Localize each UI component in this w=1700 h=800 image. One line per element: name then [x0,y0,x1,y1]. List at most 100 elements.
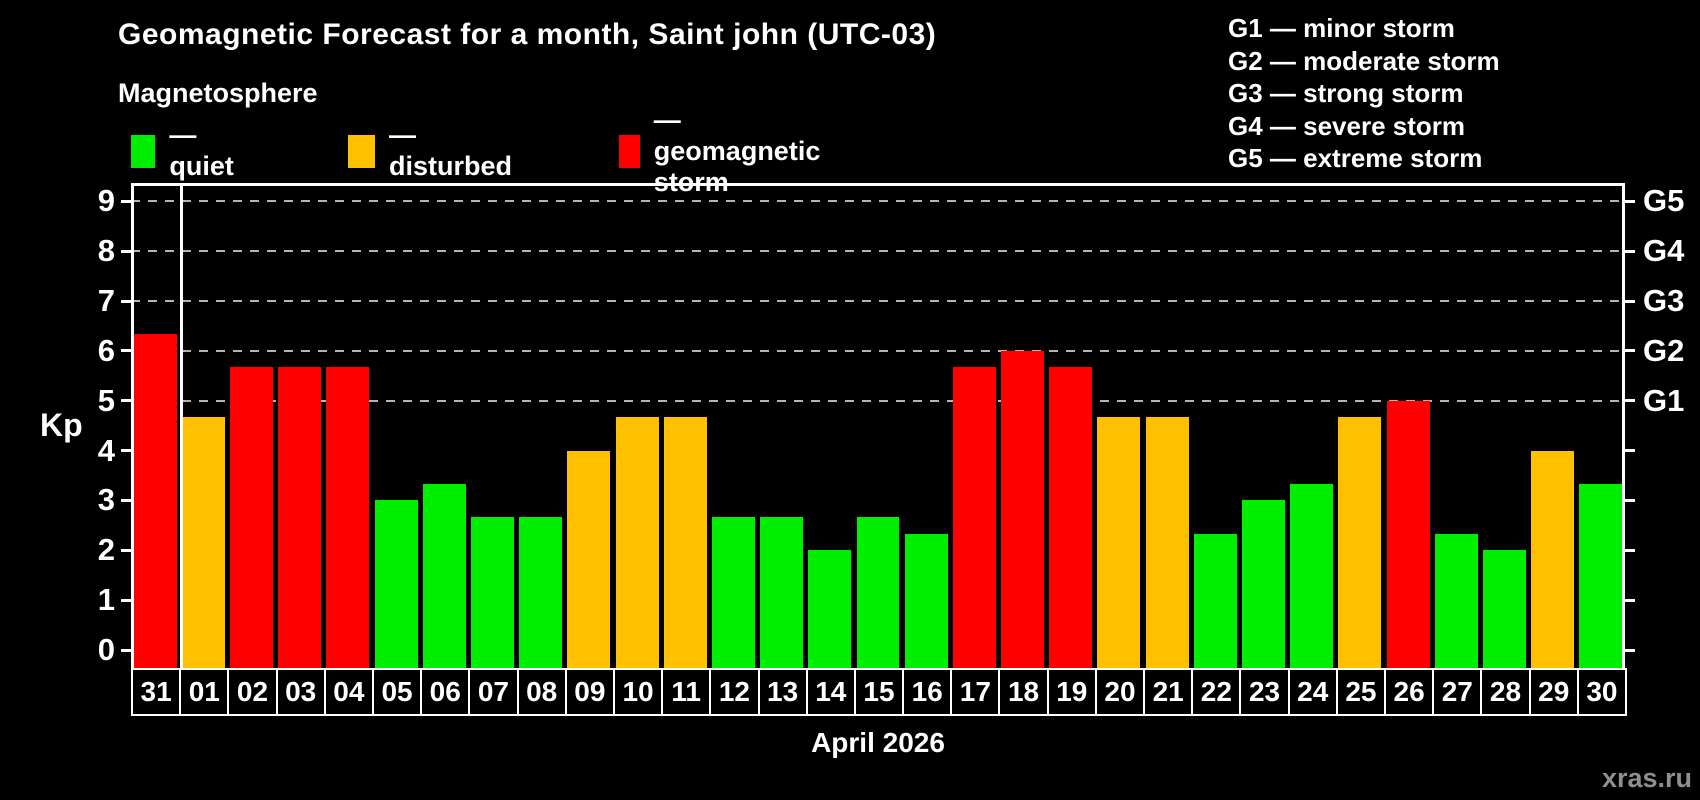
kp-bar-day-09 [567,450,611,668]
kp-bar-day-04 [326,367,370,668]
kp-bar-day-01 [181,417,225,668]
kp-bar-day-10 [615,417,659,668]
gridline-kp8 [131,250,1625,253]
month-separator-line [180,183,184,668]
left-tick-label-1: 1 [97,582,115,618]
day-label-16: 16 [902,668,953,716]
legend-item-disturbed: — disturbed [348,120,518,181]
right-scale-label-g4: G4 [1643,233,1685,269]
right-tick-kp1 [1625,598,1635,602]
right-scale-label-g3: G3 [1643,283,1685,319]
left-tick-kp6 [121,349,131,353]
day-label-12: 12 [709,668,760,716]
kp-bar-day-23 [1242,500,1286,668]
day-label-24: 24 [1287,668,1338,716]
left-tick-kp9 [121,199,131,203]
right-tick-kp6 [1625,349,1635,353]
day-label-20: 20 [1094,668,1146,716]
day-label-15: 15 [853,668,905,716]
day-label-11: 11 [661,668,712,716]
right-tick-kp0 [1625,648,1635,652]
kp-bar-day-19 [1049,367,1093,668]
g4-legend-line: G4 — severe storm [1228,110,1466,141]
quiet-color-swatch [131,134,156,168]
day-label-28: 28 [1480,668,1531,716]
right-tick-kp4 [1625,449,1635,453]
kp-bar-day-24 [1290,484,1334,668]
day-label-06: 06 [420,668,471,716]
left-tick-label-6: 6 [97,332,115,368]
left-tick-kp8 [121,249,131,253]
g1-legend-line: G1 — minor storm [1228,13,1455,43]
kp-bar-day-21 [1145,417,1189,668]
kp-bar-day-31 [133,334,177,668]
day-label-17: 17 [950,668,1001,716]
day-label-05: 05 [371,668,423,716]
day-label-22: 22 [1191,668,1242,716]
g-scale-legend: G1 — minor storm G2 — moderate storm G3 … [1228,12,1500,175]
kp-bar-day-12 [711,516,755,668]
legend-item-storm: — geomagnetic storm [619,105,833,197]
watermark: xras.ru [1601,763,1692,793]
day-label-23: 23 [1239,668,1290,716]
left-tick-label-5: 5 [97,382,115,418]
day-label-31: 31 [131,668,182,716]
kp-bar-day-07 [470,516,514,668]
day-label-25: 25 [1335,668,1387,716]
kp-bar-day-27 [1434,533,1478,668]
right-tick-kp8 [1625,249,1635,253]
kp-bar-day-15 [856,516,900,668]
right-tick-kp2 [1625,548,1635,552]
legend-item-quiet: — quiet [131,120,242,181]
left-tick-kp2 [121,548,131,552]
day-label-29: 29 [1528,668,1579,716]
day-label-27: 27 [1432,668,1483,716]
day-label-18: 18 [998,668,1049,716]
day-label-30: 30 [1576,668,1627,716]
day-axis-row: 31 01 02 03 04 05 06 07 08 09 10 11 12 13 14 15 16 17 18 19… [131,668,1631,716]
axis-top-line [131,183,1625,186]
kp-bar-day-18 [1001,350,1045,668]
storm-label: — geomagnetic storm [653,104,821,197]
kp-bar-day-05 [374,500,418,668]
x-axis-title: April 2026 [811,727,945,758]
day-label-04: 04 [323,668,374,716]
disturbed-label: — disturbed [389,120,513,181]
left-tick-kp5 [121,399,131,403]
kp-bar-day-26 [1386,400,1430,668]
right-scale-label-g2: G2 [1643,332,1685,368]
kp-bar-day-25 [1338,417,1382,668]
left-tick-label-4: 4 [97,432,115,468]
kp-bar-day-28 [1483,550,1526,668]
left-tick-label-7: 7 [97,283,115,319]
axis-left-line [131,183,134,668]
right-tick-kp5 [1625,399,1635,403]
disturbed-color-swatch [348,134,376,168]
day-label-09: 09 [564,668,615,716]
day-label-10: 10 [612,668,664,716]
gridline-kp5 [131,399,1625,402]
kp-bar-day-30 [1579,484,1623,668]
g3-legend-line: G3 — strong storm [1228,78,1464,108]
right-tick-kp7 [1625,299,1635,303]
right-scale-label-g5: G5 [1643,183,1685,219]
day-label-07: 07 [468,668,519,716]
day-label-03: 03 [275,668,326,716]
kp-bar-day-06 [422,484,466,668]
day-label-02: 02 [227,668,278,716]
left-tick-label-3: 3 [97,482,115,518]
y-axis-label-kp: Kp [40,407,83,443]
kp-bar-day-14 [808,550,852,668]
g2-legend-line: G2 — moderate storm [1228,45,1500,76]
left-tick-kp0 [121,648,131,652]
gridline-kp6 [131,349,1625,352]
day-label-08: 08 [516,668,567,716]
right-scale-label-g1: G1 [1643,382,1685,418]
left-tick-kp1 [121,598,131,602]
axis-right-line [1622,183,1625,668]
page-title: Geomagnetic Forecast for a month, Saint … [118,18,937,51]
g5-legend-line: G5 — extreme storm [1228,143,1483,173]
left-tick-kp4 [121,449,131,453]
day-label-21: 21 [1143,668,1194,716]
